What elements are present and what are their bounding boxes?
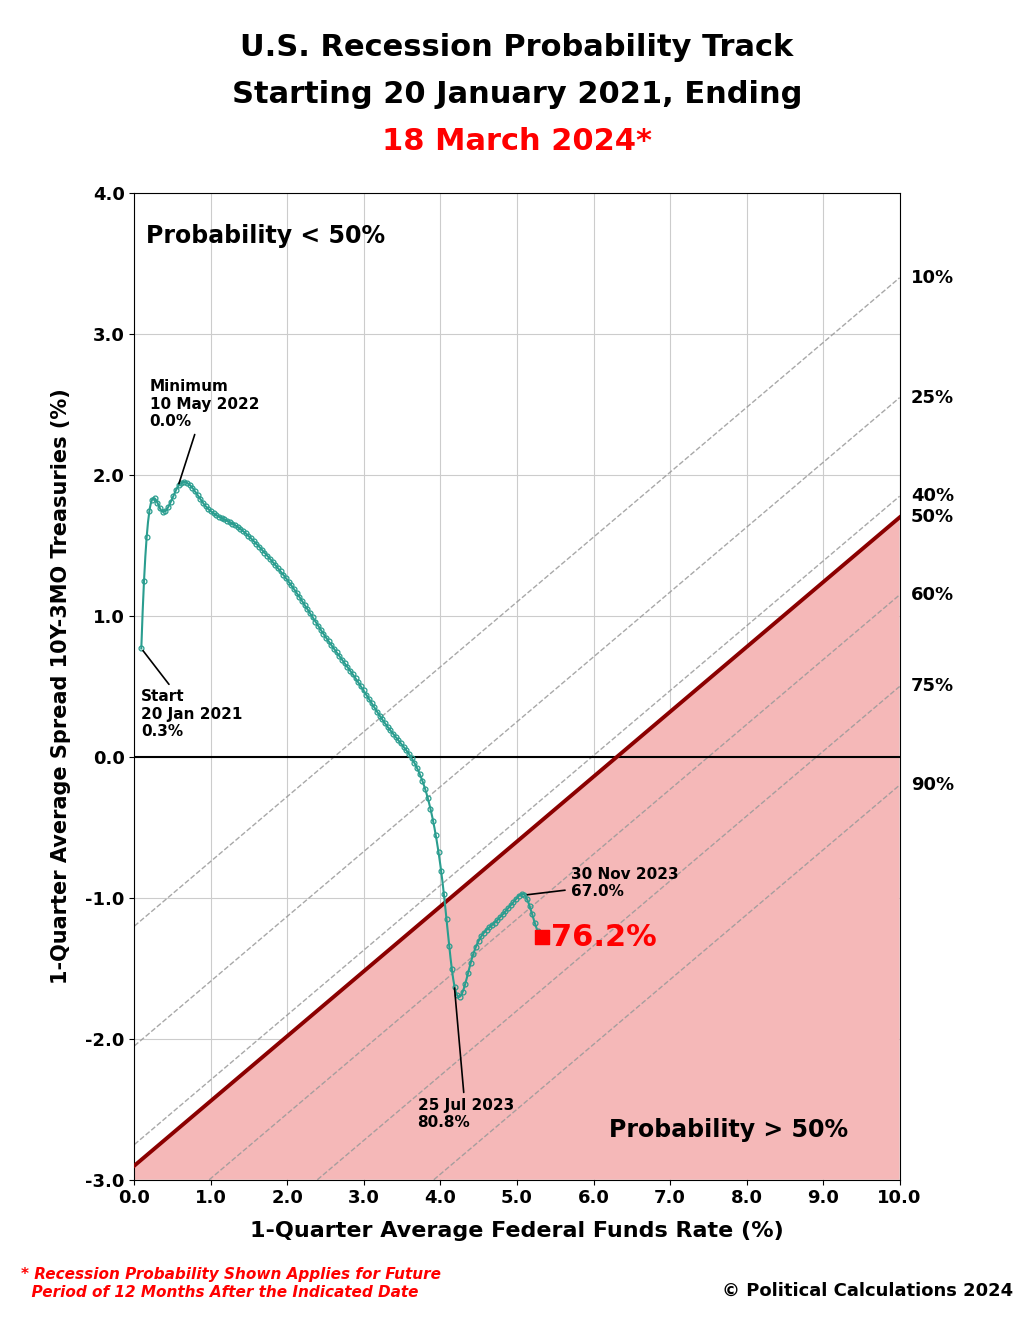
Text: 25 Jul 2023
80.8%: 25 Jul 2023 80.8% <box>418 988 514 1130</box>
Text: Minimum
10 May 2022
0.0%: Minimum 10 May 2022 0.0% <box>150 380 260 484</box>
X-axis label: 1-Quarter Average Federal Funds Rate (%): 1-Quarter Average Federal Funds Rate (%) <box>250 1221 784 1241</box>
Text: © Political Calculations 2024: © Political Calculations 2024 <box>722 1281 1013 1300</box>
Text: 18 March 2024*: 18 March 2024* <box>382 127 652 156</box>
Text: Probability > 50%: Probability > 50% <box>609 1118 848 1142</box>
Text: Start
20 Jan 2021
0.3%: Start 20 Jan 2021 0.3% <box>142 651 243 738</box>
Text: 25%: 25% <box>911 389 953 407</box>
Text: 75%: 75% <box>911 677 953 696</box>
Text: Starting 20 January 2021, Ending: Starting 20 January 2021, Ending <box>232 80 802 109</box>
Text: Probability < 50%: Probability < 50% <box>146 224 385 248</box>
Text: 10%: 10% <box>911 269 953 287</box>
Y-axis label: 1-Quarter Average Spread 10Y-3MO Treasuries (%): 1-Quarter Average Spread 10Y-3MO Treasur… <box>52 389 71 984</box>
Text: 30 Nov 2023
67.0%: 30 Nov 2023 67.0% <box>527 866 678 900</box>
Text: U.S. Recession Probability Track: U.S. Recession Probability Track <box>240 33 794 63</box>
Text: 60%: 60% <box>911 587 953 604</box>
Polygon shape <box>134 517 900 1180</box>
Text: 50%: 50% <box>911 508 953 527</box>
Point <box>534 926 550 948</box>
Text: 40%: 40% <box>911 488 953 505</box>
Text: 90%: 90% <box>911 776 953 794</box>
Text: 76.2%: 76.2% <box>551 922 658 952</box>
Text: * Recession Probability Shown Applies for Future
  Period of 12 Months After the: * Recession Probability Shown Applies fo… <box>21 1268 440 1300</box>
